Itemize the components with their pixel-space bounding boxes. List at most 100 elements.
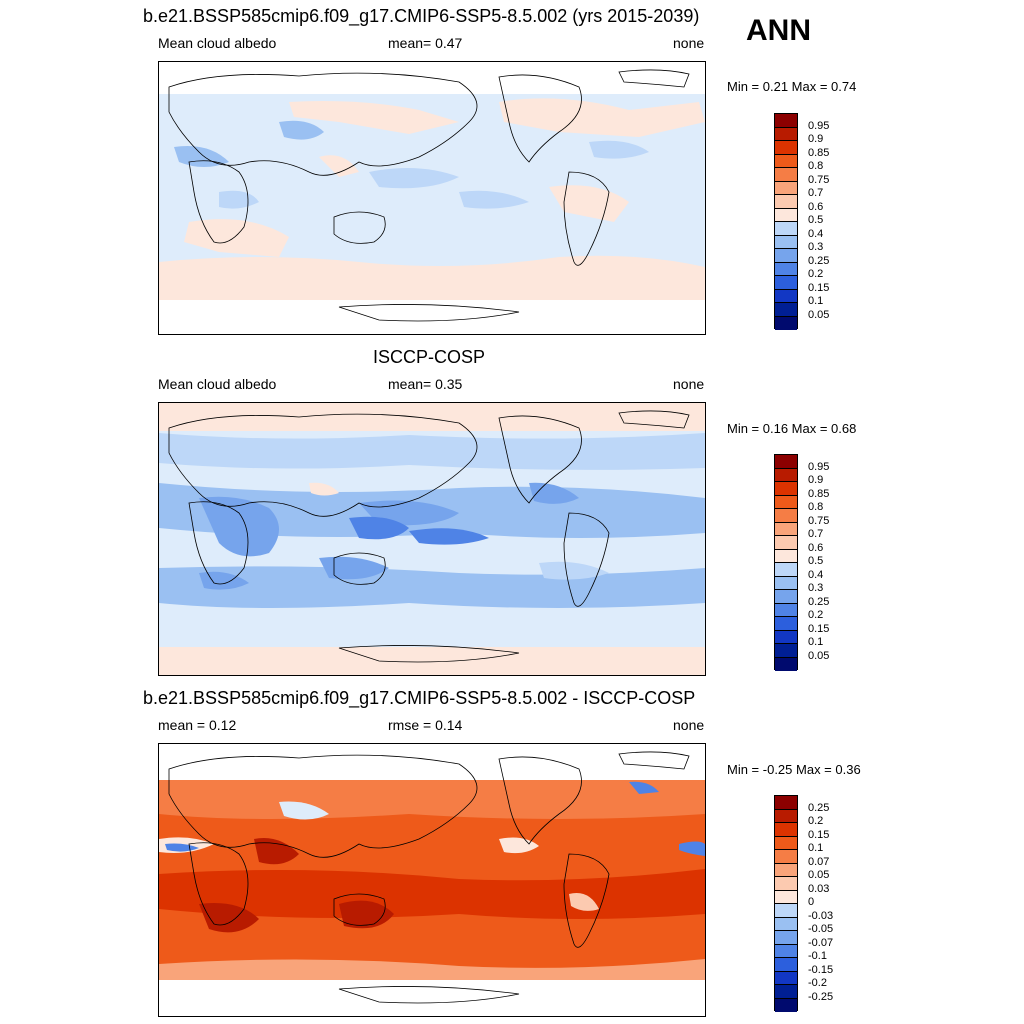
panel2-units-label: none: [673, 376, 705, 392]
colorbar-tick-label: 0.25: [808, 801, 830, 814]
colorbar-cell: [775, 998, 797, 1012]
panel1-title: b.e21.BSSP585cmip6.f09_g17.CMIP6-SSP5-8.…: [143, 6, 700, 26]
colorbar-cell: [775, 468, 797, 482]
colorbar-tick-label: 0.25: [808, 254, 830, 267]
colorbar-tick-label: 0.9: [808, 474, 824, 486]
panel3-minmax: Min = -0.25 Max = 0.36: [727, 762, 861, 777]
colorbar-cell: [775, 644, 797, 658]
colorbar-cell: [775, 823, 797, 837]
colorbar-cell: [775, 181, 797, 195]
panel3-rmse-label: rmse = 0.14: [388, 717, 463, 733]
colorbar-cell: [775, 863, 797, 877]
colorbar-cell: [775, 195, 797, 209]
colorbar-cell: [775, 495, 797, 509]
colorbar-tick-label: 0.03: [808, 882, 830, 895]
colorbar-tick-label: 0.15: [808, 622, 830, 635]
colorbar-tick-label: -0.25: [808, 990, 834, 1003]
colorbar-tick-label: 0.6: [808, 541, 824, 554]
colorbar-cell: [775, 931, 797, 945]
colorbar-cell: [775, 536, 797, 550]
colorbar-cell: [775, 917, 797, 931]
colorbar-tick-label: 0.1: [808, 842, 824, 854]
colorbar-cell: [775, 262, 797, 276]
colorbar-cell: [775, 114, 797, 128]
colorbar-cell: [775, 796, 797, 810]
colorbar-tick-label: 0.1: [808, 295, 824, 307]
colorbar-cell: [775, 576, 797, 590]
colorbar-cell: [775, 168, 797, 182]
colorbar-tick-label: 0.3: [808, 241, 824, 253]
colorbar-tick-label: 0.2: [808, 609, 824, 621]
colorbar-tick-label: 0.07: [808, 855, 830, 868]
colorbar-tick-label: -0.2: [808, 977, 827, 989]
colorbar-cell: [775, 208, 797, 222]
colorbar-tick-label: 0.75: [808, 173, 830, 186]
colorbar-tick-label: 0.05: [808, 649, 830, 662]
colorbar-tick-label: 0.15: [808, 828, 830, 841]
colorbar-cell: [775, 958, 797, 972]
colorbar-cell: [775, 617, 797, 631]
colorbar-cell: [775, 276, 797, 290]
colorbar-cell: [775, 303, 797, 317]
colorbar-cell: [775, 904, 797, 918]
colorbar-tick-label: 0.6: [808, 200, 824, 213]
panel2-variable-label: Mean cloud albedo: [158, 376, 277, 392]
panel2-mean-label: mean= 0.35: [388, 376, 463, 392]
panel3-map: [158, 743, 706, 1017]
colorbar-cell: [775, 482, 797, 496]
colorbar-cell: [775, 563, 797, 577]
panel2-minmax: Min = 0.16 Max = 0.68: [727, 421, 857, 436]
panel1-colorbar: [774, 113, 798, 330]
panel2-title: ISCCP-COSP: [373, 347, 486, 367]
colorbar-cell: [775, 657, 797, 671]
panel3-units-label: none: [673, 717, 705, 733]
colorbar-cell: [775, 890, 797, 904]
colorbar-tick-label: 0.1: [808, 636, 824, 648]
panel1-mean-label: mean= 0.47: [388, 35, 463, 51]
colorbar-cell: [775, 154, 797, 168]
colorbar-tick-label: 0.4: [808, 227, 824, 240]
panel1-minmax: Min = 0.21 Max = 0.74: [727, 79, 857, 94]
colorbar-tick-label: 0.8: [808, 160, 824, 172]
colorbar-cell: [775, 877, 797, 891]
panel1-units-label: none: [673, 35, 705, 51]
colorbar-cell: [775, 850, 797, 864]
colorbar-tick-label: 0.7: [808, 528, 824, 540]
panel2-map: [158, 402, 706, 676]
panel3-colorbar: [774, 795, 798, 1012]
panel1-map: [158, 61, 706, 335]
colorbar-tick-label: 0.9: [808, 133, 824, 145]
colorbar-cell: [775, 944, 797, 958]
panel1-variable-label: Mean cloud albedo: [158, 35, 277, 51]
colorbar-cell: [775, 971, 797, 985]
colorbar-tick-label: 0.5: [808, 214, 824, 226]
colorbar-cell: [775, 603, 797, 617]
panel2-colorbar: [774, 454, 798, 671]
colorbar-tick-label: 0.75: [808, 514, 830, 527]
colorbar-tick-label: 0.05: [808, 308, 830, 321]
colorbar-cell: [775, 141, 797, 155]
colorbar-cell: [775, 522, 797, 536]
colorbar-cell: [775, 509, 797, 523]
colorbar-cell: [775, 235, 797, 249]
colorbar-tick-label: 0.95: [808, 460, 830, 473]
colorbar-cell: [775, 590, 797, 604]
colorbar-tick-label: 0.2: [808, 815, 824, 827]
panel3-mean-label: mean = 0.12: [158, 717, 237, 733]
colorbar-cell: [775, 127, 797, 141]
colorbar-tick-label: -0.07: [808, 936, 834, 949]
colorbar-tick-label: 0.2: [808, 268, 824, 280]
colorbar-tick-label: 0.95: [808, 119, 830, 132]
colorbar-tick-label: -0.05: [808, 923, 834, 935]
colorbar-tick-label: -0.03: [808, 909, 834, 922]
colorbar-cell: [775, 316, 797, 330]
colorbar-cell: [775, 630, 797, 644]
colorbar-tick-label: 0.15: [808, 281, 830, 294]
colorbar-cell: [775, 222, 797, 236]
season-label: ANN: [746, 14, 811, 47]
colorbar-cell: [775, 455, 797, 469]
colorbar-cell: [775, 809, 797, 823]
panel3-title: b.e21.BSSP585cmip6.f09_g17.CMIP6-SSP5-8.…: [143, 688, 696, 708]
colorbar-tick-label: 0.85: [808, 146, 830, 159]
colorbar-tick-label: 0.8: [808, 501, 824, 513]
